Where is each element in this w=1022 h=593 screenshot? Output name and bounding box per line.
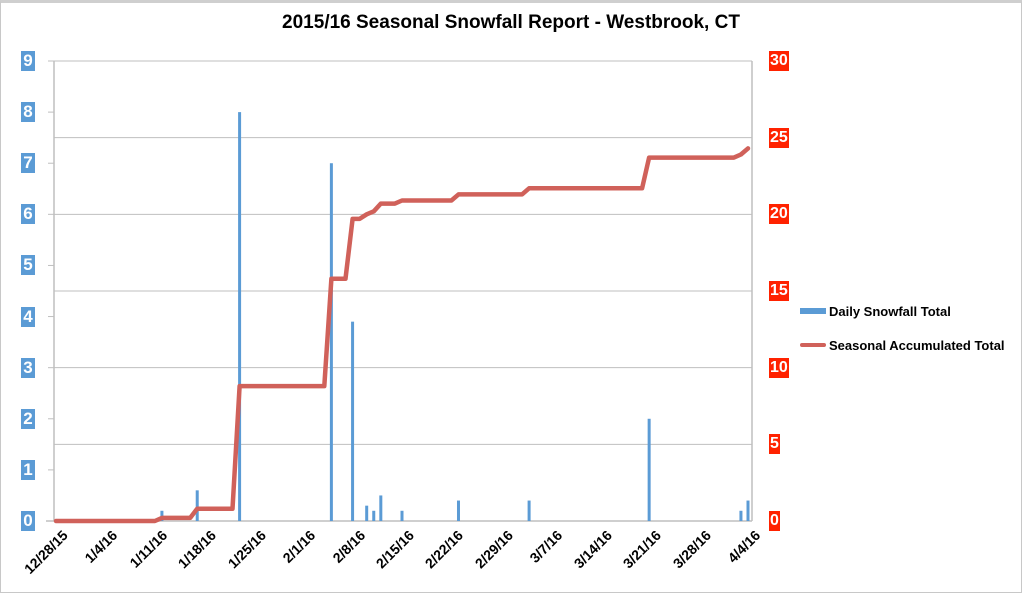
daily-bar: [739, 510, 743, 521]
line-swatch-icon: [800, 343, 826, 347]
left-axis-label: 6: [21, 204, 35, 225]
daily-bar: [372, 510, 376, 521]
daily-bar: [647, 418, 651, 521]
daily-bar: [351, 321, 355, 521]
left-axis-label: 7: [21, 153, 35, 174]
legend-label: Seasonal Accumulated Total: [829, 337, 1005, 353]
left-axis-label: 4: [21, 306, 35, 327]
daily-bar: [238, 112, 242, 521]
daily-bar: [329, 163, 333, 521]
right-axis-label: 15: [769, 281, 789, 301]
legend: Daily Snowfall Total Seasonal Accumulate…: [800, 294, 1005, 362]
daily-bar: [456, 500, 460, 521]
right-axis-label: 0: [769, 511, 780, 531]
daily-bar: [379, 495, 383, 521]
right-axis-label: 25: [769, 127, 789, 148]
daily-bar: [746, 500, 750, 521]
daily-bar: [195, 490, 199, 521]
right-axis-label: 30: [769, 51, 789, 71]
daily-bar: [365, 505, 369, 521]
left-axis-label: 1: [21, 459, 35, 480]
left-axis-label: 9: [21, 51, 35, 71]
accumulated-line: [53, 146, 751, 524]
daily-bar: [527, 500, 531, 521]
right-axis-label: 20: [769, 204, 789, 225]
legend-label: Daily Snowfall Total: [829, 303, 951, 319]
left-axis-label: 8: [21, 102, 35, 123]
daily-bar: [400, 510, 404, 521]
right-axis-label: 10: [769, 357, 789, 378]
bar-swatch-icon: [800, 308, 826, 314]
left-axis-label: 2: [21, 408, 35, 429]
left-axis-label: 0: [21, 511, 35, 531]
left-axis-label: 5: [21, 255, 35, 276]
right-axis-label: 5: [769, 434, 780, 455]
left-axis-label: 3: [21, 357, 35, 378]
legend-item-daily: Daily Snowfall Total: [800, 294, 1005, 328]
chart-title: 2015/16 Seasonal Snowfall Report - Westb…: [282, 12, 740, 33]
legend-item-accumulated: Seasonal Accumulated Total: [800, 328, 1005, 362]
